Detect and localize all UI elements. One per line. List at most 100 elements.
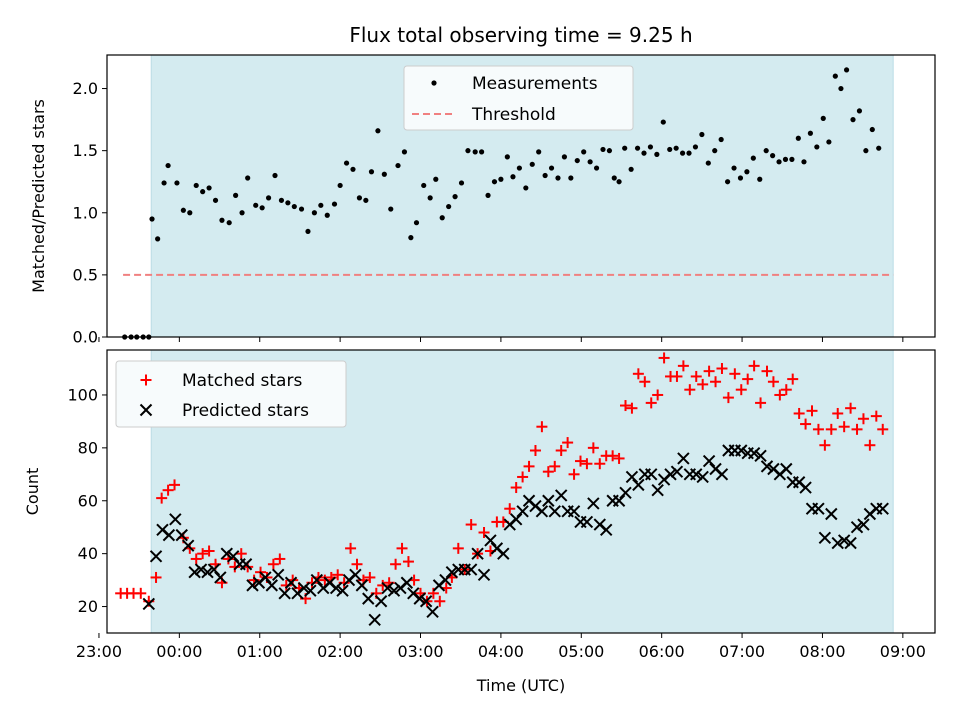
measurement-point: [311, 210, 318, 216]
matched-point: [800, 418, 812, 430]
matched-point: [434, 595, 446, 607]
predicted-point: [400, 576, 414, 589]
predicted-point: [181, 539, 195, 552]
matched-point: [504, 503, 516, 515]
measurement-point: [149, 216, 155, 222]
legend-measurements-label: Measurements: [472, 74, 598, 94]
matched-point: [710, 376, 722, 388]
measurement-point: [667, 146, 673, 153]
measurement-point: [770, 153, 776, 159]
predicted-point: [799, 481, 812, 494]
bottom-y-axis-label: Count: [23, 468, 42, 516]
predicted-point: [374, 595, 388, 608]
legend-matched-marker: [140, 374, 152, 386]
matched-point: [857, 413, 869, 425]
predicted-point: [690, 468, 703, 481]
measurement-point: [174, 180, 180, 186]
matched-point: [819, 439, 831, 451]
y-tick-label: 80: [78, 438, 98, 457]
predicted-point: [844, 536, 857, 550]
matched-point: [402, 556, 414, 568]
measurement-point: [647, 144, 654, 150]
predicted-point: [426, 605, 439, 619]
matched-point: [197, 548, 209, 560]
measurement-point: [233, 192, 239, 198]
predicted-point: [201, 565, 214, 579]
measurement-point: [789, 156, 795, 162]
matched-point: [825, 423, 837, 435]
predicted-point: [619, 486, 632, 500]
matched-point: [806, 405, 818, 417]
measurement-point: [718, 136, 724, 143]
predicted-point: [850, 520, 864, 534]
matched-point: [562, 437, 574, 449]
measurement-point: [654, 151, 660, 157]
predicted-point: [188, 565, 201, 579]
predicted-point: [220, 547, 233, 560]
matched-point: [568, 468, 580, 480]
matched-point: [793, 407, 805, 419]
predicted-point: [696, 470, 709, 484]
matched-point: [332, 569, 344, 581]
predicted-point: [272, 568, 285, 582]
x-tick-label: 09:00: [880, 642, 926, 661]
measurement-point: [291, 203, 297, 210]
predicted-point: [645, 468, 658, 481]
measurement-point: [200, 189, 206, 195]
top-y-axis-label: Matched/Predicted stars: [29, 99, 48, 293]
measurement-point: [529, 161, 535, 167]
predicted-point: [554, 489, 568, 502]
matched-point: [748, 360, 760, 372]
predicted-point: [310, 573, 324, 587]
measurement-point: [600, 146, 606, 153]
predicted-point: [535, 505, 549, 518]
measurement-point: [212, 197, 219, 203]
predicted-point: [825, 507, 838, 521]
measurement-point: [641, 150, 647, 156]
matched-point: [742, 373, 754, 385]
measurement-point: [388, 206, 394, 212]
predicted-point: [246, 579, 259, 592]
predicted-point: [349, 568, 362, 582]
matched-point: [626, 402, 638, 414]
predicted-point: [149, 550, 163, 563]
matched-point: [377, 579, 389, 591]
measurement-point: [439, 215, 445, 221]
matched-point: [280, 579, 292, 591]
predicted-point: [831, 536, 844, 550]
measurement-point: [863, 148, 869, 154]
predicted-point: [464, 563, 478, 576]
measurement-point: [820, 115, 826, 121]
predicted-point: [548, 505, 561, 518]
measurement-point: [832, 73, 838, 79]
measurement-point: [737, 175, 744, 181]
measurement-point: [510, 174, 516, 180]
measurement-point: [593, 165, 600, 171]
predicted-point: [329, 581, 343, 595]
matched-point: [774, 389, 786, 401]
measurement-point: [555, 175, 561, 181]
predicted-point: [715, 468, 729, 481]
x-tick-label: 01:00: [237, 642, 283, 661]
predicted-point: [362, 592, 375, 605]
predicted-point: [439, 573, 452, 587]
top-legend-box: [403, 65, 634, 131]
measurement-point: [838, 85, 844, 92]
measurement-point: [206, 185, 212, 191]
x-tick-label: 03:00: [397, 642, 443, 661]
predicted-point: [368, 613, 381, 626]
measurement-point: [458, 180, 465, 186]
x-tick-label: 07:00: [719, 642, 765, 661]
x-tick-label: 04:00: [478, 642, 524, 661]
matched-point: [767, 376, 779, 388]
measurement-point: [337, 182, 343, 189]
measurement-point: [421, 182, 427, 189]
predicted-point: [702, 454, 716, 468]
legend-predicted-label: Predicted stars: [182, 401, 309, 421]
measurement-point: [375, 128, 381, 134]
matched-point: [135, 587, 147, 599]
measurement-point: [634, 145, 641, 151]
measurement-point: [814, 144, 820, 150]
measurement-point: [498, 176, 504, 182]
top-x-ticks: [98, 337, 904, 342]
